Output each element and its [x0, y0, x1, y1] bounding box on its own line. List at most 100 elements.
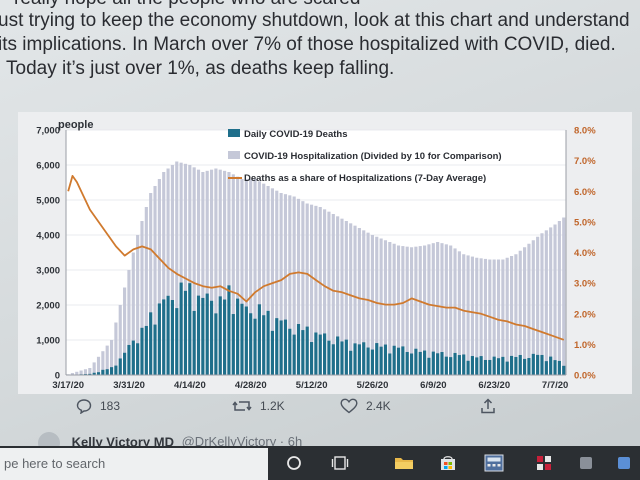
- hospitalization-bar: [101, 351, 105, 375]
- hospitalization-bar: [436, 242, 440, 375]
- hospitalization-bar: [427, 244, 431, 375]
- tweet-line-2: ust trying to keep the economy shutdown,…: [0, 10, 630, 31]
- app-icon[interactable]: [572, 450, 600, 476]
- reply-button[interactable]: 183: [76, 398, 120, 414]
- hospitalization-bar: [244, 179, 248, 375]
- death-bar: [340, 341, 344, 375]
- death-bar: [553, 360, 557, 375]
- author-handle: @DrKellyVictory · 6h: [181, 434, 303, 450]
- retweet-icon: [232, 401, 252, 411]
- hospitalization-bar: [479, 258, 483, 375]
- hospitalization-bar: [231, 174, 235, 375]
- hospitalization-bar: [88, 368, 92, 375]
- task-view-icon[interactable]: [326, 450, 354, 476]
- hospitalization-bar: [462, 254, 466, 375]
- death-bar: [288, 328, 292, 375]
- y2-tick-label: 7.0%: [574, 156, 596, 167]
- hospitalization-bar: [449, 245, 453, 375]
- death-bar: [357, 344, 361, 375]
- hospitalization-bar: [466, 255, 470, 375]
- tweet-line-4: Today it’s just over 1%, as deaths keep …: [6, 58, 395, 79]
- death-bar: [492, 356, 496, 375]
- cortana-icon[interactable]: [280, 450, 308, 476]
- hospitalization-bar: [331, 214, 335, 375]
- hospitalization-bar: [144, 207, 148, 375]
- death-bar: [323, 333, 327, 375]
- legend-share: Deaths as a share of Hospitalizations (7…: [244, 173, 486, 184]
- death-bar: [240, 303, 244, 375]
- author-name[interactable]: Kelly Victory MD: [71, 434, 174, 450]
- death-bar: [149, 312, 153, 375]
- hospitalization-bar: [562, 217, 566, 375]
- death-bar: [527, 358, 531, 375]
- hospitalization-bar: [92, 362, 96, 375]
- death-bar: [209, 300, 214, 375]
- hospitalization-bar: [96, 356, 101, 375]
- hospitalization-bar: [218, 169, 222, 375]
- hospitalization-bar: [105, 345, 109, 375]
- hospitalization-bar: [118, 305, 122, 375]
- store-icon[interactable]: [434, 450, 462, 476]
- y2-tick-label: 5.0%: [574, 217, 596, 228]
- hospitalization-bar: [136, 235, 140, 375]
- like-button[interactable]: 2.4K: [340, 398, 391, 414]
- like-count: 2.4K: [366, 399, 391, 413]
- death-bar: [214, 313, 218, 375]
- hospitalization-bar: [162, 172, 166, 375]
- death-bar: [118, 358, 122, 375]
- death-bar: [227, 285, 231, 375]
- death-bar: [414, 348, 418, 375]
- hospitalization-bar: [370, 235, 374, 375]
- x-tick-label: 4/14/20: [174, 380, 206, 391]
- x-tick-label: 6/9/20: [420, 380, 446, 391]
- retweet-button[interactable]: 1.2K: [232, 398, 285, 414]
- file-explorer-icon[interactable]: [390, 450, 418, 476]
- hospitalization-bar: [253, 179, 257, 375]
- solitaire-icon[interactable]: [530, 450, 558, 476]
- app-icon-2[interactable]: [610, 450, 638, 476]
- death-bar: [383, 344, 388, 375]
- hospitalization-bar: [349, 223, 353, 375]
- hospitalization-bar: [257, 181, 261, 375]
- death-bar: [205, 293, 209, 375]
- share-line: [67, 175, 565, 341]
- taskbar-search-input[interactable]: pe here to search: [0, 448, 268, 480]
- death-bar: [236, 298, 240, 375]
- hospitalization-bar: [523, 247, 527, 375]
- tweet-line-1: really hope all the people who are scare…: [14, 0, 360, 11]
- hospitalization-bar: [75, 371, 79, 375]
- death-bar: [388, 353, 392, 375]
- next-tweet-header[interactable]: Kelly Victory MD @DrKellyVictory · 6h: [38, 432, 398, 452]
- hospitalization-bar: [279, 193, 283, 375]
- hospitalization-bar: [175, 161, 179, 375]
- death-bar: [453, 352, 457, 375]
- x-tick-label: 4/28/20: [235, 380, 267, 391]
- death-bar: [131, 340, 135, 375]
- hospitalization-bar: [309, 204, 314, 375]
- death-bar: [101, 369, 105, 375]
- hospitalization-bar: [453, 248, 457, 375]
- hospitalization-bar: [440, 243, 444, 375]
- hospitalization-bar: [131, 252, 135, 375]
- y2-tick-label: 2.0%: [574, 309, 596, 320]
- hospitalization-bar: [409, 247, 414, 375]
- hospitalization-bar: [179, 162, 183, 375]
- x-tick-label: 7/7/20: [542, 380, 568, 391]
- death-bar: [505, 361, 509, 375]
- share-button[interactable]: [480, 398, 496, 414]
- hospitalization-bar: [183, 163, 188, 375]
- death-bar: [136, 343, 140, 375]
- death-bar: [305, 326, 309, 375]
- death-bar: [509, 355, 514, 375]
- death-bar: [549, 356, 553, 375]
- calculator-icon[interactable]: [480, 450, 508, 476]
- hospitalization-bar: [262, 183, 266, 375]
- hospitalization-bar: [501, 259, 505, 375]
- hospitalization-bar: [396, 245, 401, 375]
- death-bar: [196, 295, 201, 375]
- death-bar: [405, 351, 409, 375]
- legend-swatch-hospitalization: [228, 151, 240, 159]
- hospitalization-bar: [344, 221, 348, 375]
- hospitalization-bar: [227, 172, 231, 375]
- x-tick-label: 5/12/20: [296, 380, 328, 391]
